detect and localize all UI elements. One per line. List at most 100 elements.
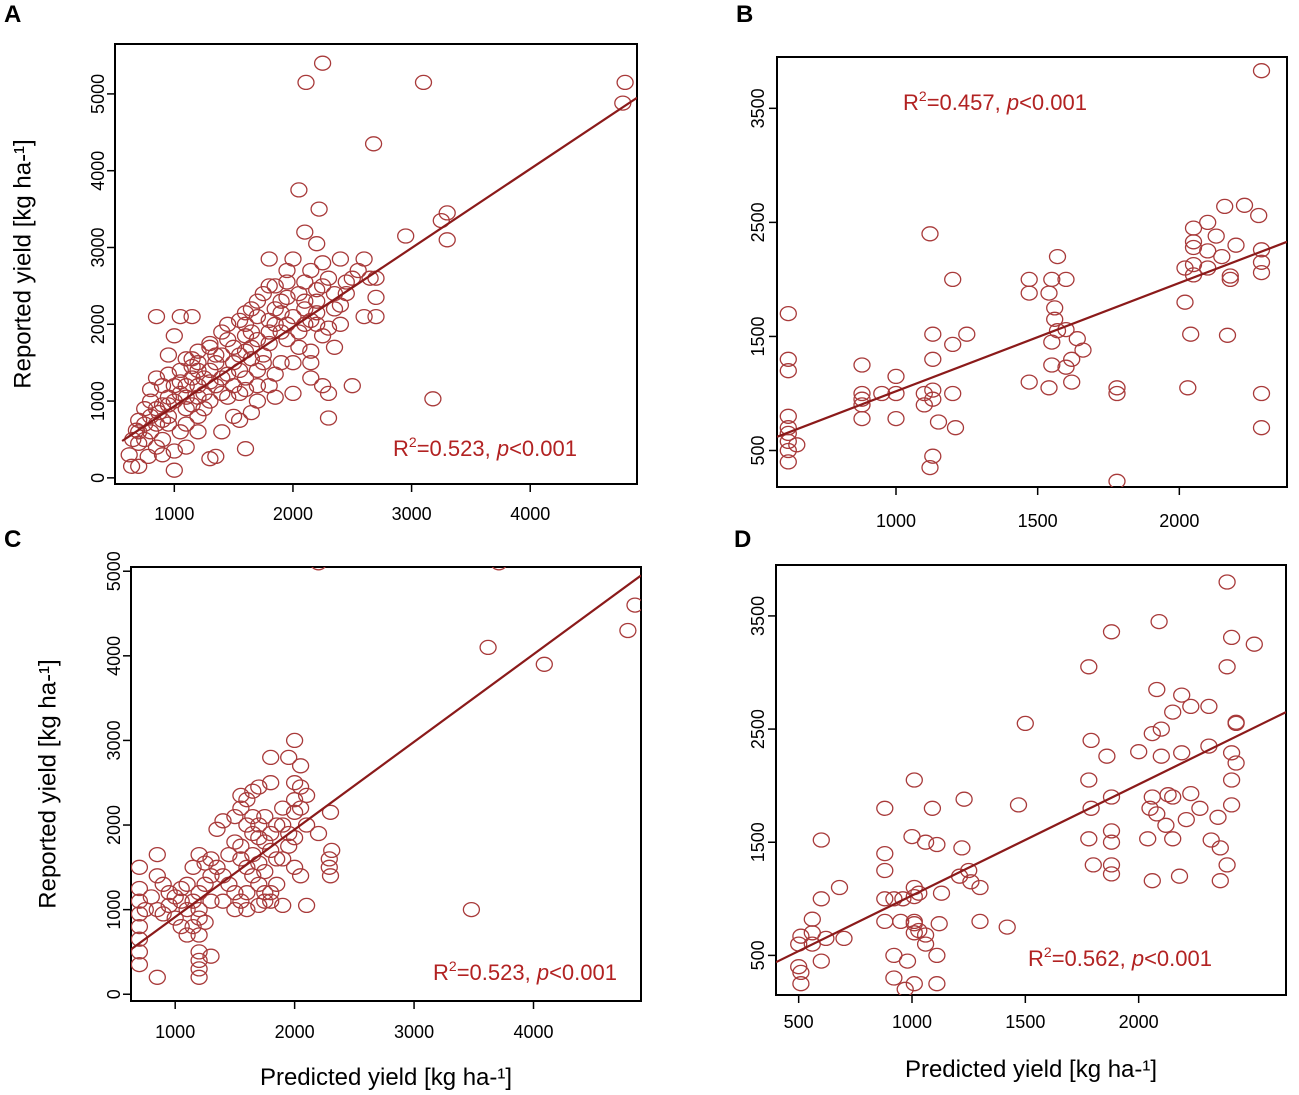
panel-letter: C bbox=[4, 526, 21, 553]
data-point bbox=[321, 497, 337, 511]
data-point bbox=[171, 308, 189, 325]
y-tick-label: 500 bbox=[748, 435, 768, 465]
data-point bbox=[1157, 817, 1175, 833]
data-point bbox=[160, 897, 178, 914]
data-point bbox=[290, 324, 308, 340]
data-point bbox=[250, 817, 268, 833]
data-point bbox=[1200, 698, 1218, 715]
data-point bbox=[131, 956, 149, 973]
data-point bbox=[260, 251, 278, 267]
data-point bbox=[184, 893, 202, 909]
r2-annotation: R2=0.523, p<0.001 bbox=[393, 434, 577, 461]
data-point bbox=[1221, 271, 1239, 288]
data-point bbox=[285, 859, 304, 875]
data-point bbox=[792, 928, 810, 944]
data-point bbox=[308, 305, 326, 321]
data-point bbox=[1102, 857, 1121, 873]
data-point bbox=[331, 316, 350, 332]
data-point bbox=[302, 370, 320, 386]
data-point bbox=[308, 316, 326, 332]
data-point bbox=[1218, 659, 1236, 675]
data-point bbox=[183, 397, 201, 413]
data-point bbox=[1184, 220, 1203, 236]
data-point bbox=[244, 783, 262, 799]
data-point bbox=[230, 412, 249, 428]
data-point bbox=[779, 454, 797, 470]
data-point bbox=[230, 312, 249, 329]
data-point bbox=[1221, 268, 1239, 284]
data-point bbox=[803, 911, 821, 927]
data-point bbox=[414, 74, 433, 91]
data-point bbox=[1227, 237, 1245, 253]
data-point bbox=[319, 270, 338, 286]
data-point bbox=[803, 925, 821, 941]
data-point bbox=[232, 851, 250, 867]
data-point bbox=[1152, 721, 1170, 737]
data-point bbox=[272, 293, 290, 309]
data-point bbox=[1211, 840, 1229, 856]
data-point bbox=[1016, 715, 1034, 732]
data-point bbox=[1009, 797, 1028, 813]
data-point bbox=[202, 851, 220, 867]
y-axis-title: Reported yield [kg ha-¹] bbox=[9, 139, 36, 388]
data-point bbox=[166, 910, 184, 926]
data-point bbox=[236, 316, 255, 332]
data-point bbox=[337, 274, 355, 290]
data-point bbox=[1082, 732, 1100, 749]
data-point bbox=[236, 328, 255, 344]
data-point bbox=[262, 749, 280, 766]
data-point bbox=[921, 459, 939, 476]
data-point bbox=[1184, 256, 1203, 273]
data-point bbox=[325, 339, 344, 355]
data-point bbox=[462, 901, 481, 918]
data-point bbox=[853, 357, 871, 373]
data-point bbox=[313, 255, 332, 271]
y-tick-label: 2500 bbox=[748, 202, 768, 242]
data-point bbox=[424, 391, 442, 407]
data-point bbox=[792, 964, 810, 981]
data-point bbox=[812, 832, 830, 848]
data-point bbox=[236, 370, 255, 386]
data-point bbox=[876, 862, 894, 879]
data-point bbox=[220, 846, 238, 863]
x-tick-label: 2000 bbox=[273, 504, 313, 524]
data-point bbox=[1182, 698, 1200, 715]
data-point bbox=[177, 439, 195, 455]
data-point bbox=[236, 381, 255, 398]
data-point bbox=[131, 880, 149, 897]
data-point bbox=[944, 336, 962, 353]
data-point bbox=[1218, 327, 1237, 343]
data-point bbox=[1176, 294, 1194, 310]
data-point bbox=[148, 846, 166, 863]
plot-frame bbox=[130, 566, 642, 1002]
data-point bbox=[924, 326, 942, 342]
data-point bbox=[1159, 787, 1177, 803]
data-point bbox=[835, 930, 853, 947]
data-point bbox=[131, 893, 149, 909]
data-point bbox=[165, 443, 183, 459]
data-point bbox=[190, 910, 208, 926]
y-tick-label: 3000 bbox=[104, 720, 124, 760]
data-point bbox=[220, 876, 238, 892]
data-point bbox=[238, 817, 256, 833]
data-point bbox=[256, 885, 274, 901]
data-point bbox=[309, 825, 328, 842]
data-point bbox=[1164, 789, 1182, 805]
data-point bbox=[274, 851, 292, 867]
data-point bbox=[853, 410, 871, 427]
data-point bbox=[280, 749, 298, 766]
x-tick-label: 1500 bbox=[1018, 511, 1058, 531]
data-point bbox=[1102, 823, 1121, 839]
data-point bbox=[1252, 63, 1271, 79]
data-point bbox=[1082, 800, 1100, 816]
data-point bbox=[131, 859, 149, 875]
data-point bbox=[1102, 866, 1121, 882]
data-point bbox=[1222, 629, 1241, 646]
data-point bbox=[232, 838, 250, 854]
data-point bbox=[928, 976, 946, 992]
data-point bbox=[1152, 748, 1170, 764]
data-point bbox=[1046, 311, 1064, 327]
data-point bbox=[260, 312, 278, 329]
x-axis-title: Predicted yield [kg ha-¹] bbox=[905, 1056, 1157, 1083]
